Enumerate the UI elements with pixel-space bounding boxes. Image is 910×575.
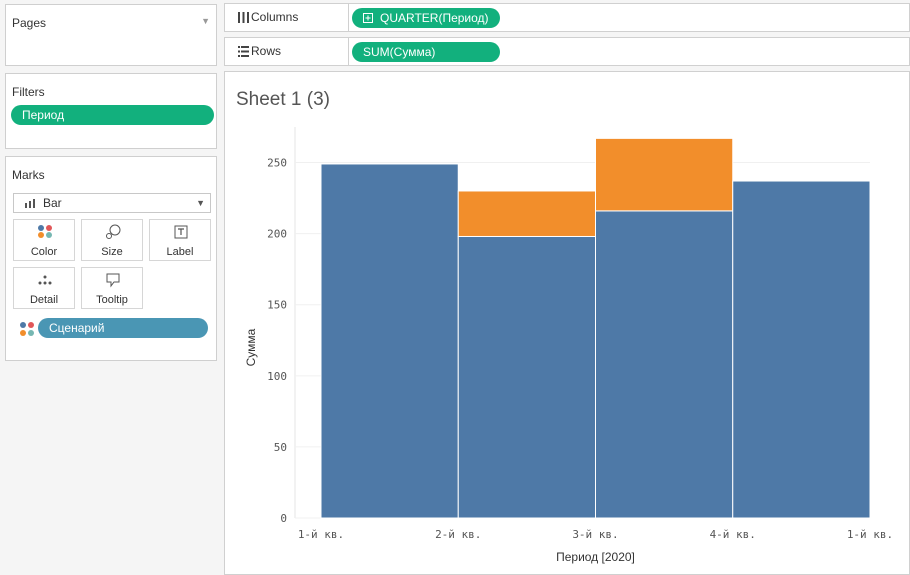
color-pill-scenario[interactable]: Сценарий [38,318,208,338]
x-tick-label: 1-й кв. [847,528,893,541]
size-button[interactable]: Size [81,219,143,261]
label-button-label: Label [166,246,194,258]
columns-icon [238,12,249,23]
tooltip-icon [106,273,120,288]
x-axis-title: Период [2020] [556,550,635,564]
color-pill-label: Сценарий [49,321,105,335]
pages-card: Pages ▼ [5,4,217,66]
size-button-label: Size [101,246,123,258]
size-icon [106,224,121,239]
color-icon [38,225,52,238]
detail-icon [38,275,52,285]
x-tick-label: 2-й кв. [435,528,481,541]
color-encoding-icon [20,322,34,336]
rows-shelf-label: Rows [231,38,349,65]
worksheet-view: Sheet 1 (3) 0 50 100 150 200 250 1-й кв. 2-й кв… [224,71,910,575]
bar-segment [320,163,459,519]
filter-pill-period[interactable]: Период [11,105,214,125]
y-tick-label: 250 [267,157,287,170]
columns-pill-label: QUARTER(Период) [380,11,489,25]
label-button[interactable]: Label [149,219,211,261]
marks-title: Marks [12,168,45,182]
columns-shelf-label: Columns [231,4,349,31]
bar-segment [732,180,871,519]
x-tick-label: 4-й кв. [710,528,756,541]
detail-button-label: Detail [29,294,59,306]
color-button[interactable]: Color [13,219,75,261]
columns-shelf: Columns QUARTER(Период) [224,3,910,32]
bar-chart-icon [25,199,35,208]
y-axis-title: Сумма [244,328,258,366]
filters-card: Filters Период [5,73,217,149]
columns-pill-quarter[interactable]: QUARTER(Период) [352,8,500,28]
chevron-down-icon: ▼ [196,198,205,208]
marks-card: Marks Bar ▼ Color Size [5,156,217,361]
y-tick-label: 100 [267,370,287,383]
rows-pill-sum[interactable]: SUM(Сумма) [352,42,500,62]
bar-chart: 0 50 100 150 200 250 1-й кв. 2-й кв. 3-й кв. 4-й … [244,127,893,564]
detail-button[interactable]: Detail [13,267,75,309]
tooltip-button-label: Tooltip [96,294,128,306]
rows-shelf: Rows SUM(Сумма) [224,37,910,66]
mark-type-dropdown[interactable]: Bar ▼ [13,193,211,213]
x-tick-label: 3-й кв. [572,528,618,541]
y-tick-label: 150 [267,299,287,312]
expand-plus-icon[interactable] [363,13,373,23]
text-label-icon [174,225,188,239]
filter-pill-label: Период [22,108,65,122]
sheet-title: Sheet 1 (3) [236,89,330,110]
y-tick-label: 0 [280,512,287,525]
bar-segment [595,137,734,212]
filters-title: Filters [12,85,45,99]
x-tick-label: 1-й кв. [298,528,344,541]
bar-segment [457,235,596,519]
y-tick-label: 50 [274,441,287,454]
bar-segment [595,210,734,519]
pages-menu-caret-icon[interactable]: ▼ [201,16,210,26]
mark-type-label: Bar [43,196,62,210]
rows-icon [238,46,249,57]
pages-title: Pages [12,16,47,30]
y-tick-label: 200 [267,228,287,241]
color-button-label: Color [30,246,58,258]
rows-label: Rows [251,44,282,58]
rows-pill-label: SUM(Сумма) [363,45,436,59]
bar-segment [457,190,596,237]
tooltip-button[interactable]: Tooltip [81,267,143,309]
columns-label: Columns [251,10,299,24]
